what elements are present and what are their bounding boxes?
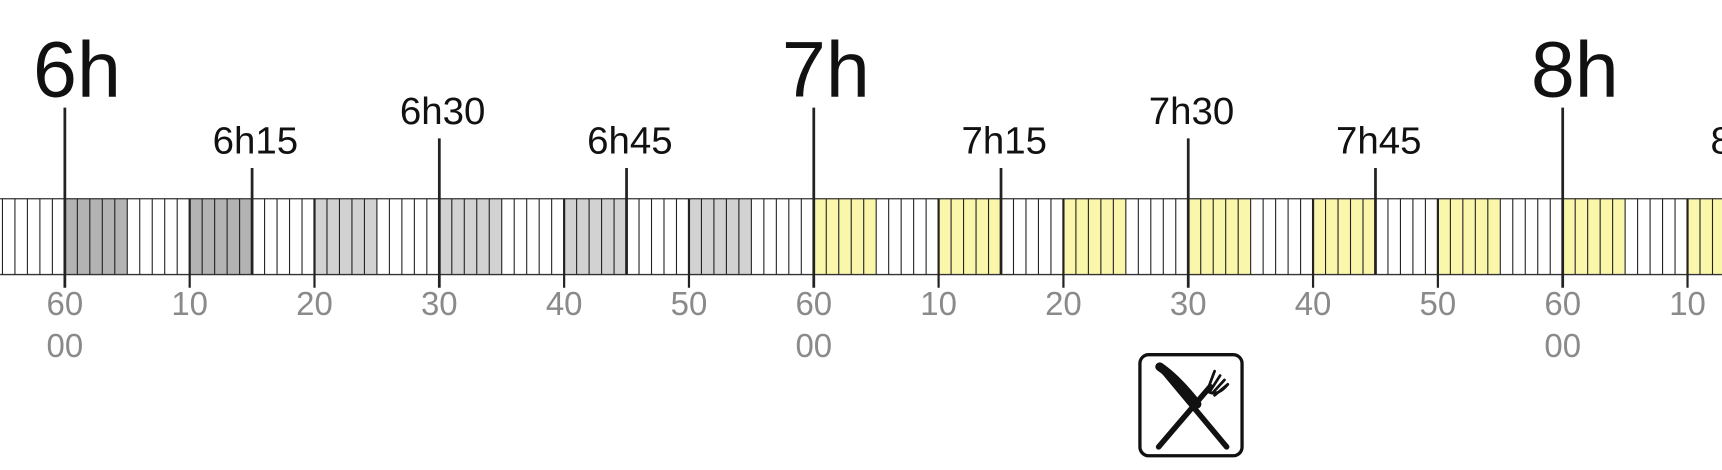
minute-label: 40 [546,285,583,322]
block [314,198,377,275]
hour-label: 6h [33,25,121,114]
block [1313,198,1376,275]
minute-label: 60 [795,285,832,322]
quarter-label: 6h30 [400,90,485,133]
block [189,198,253,275]
minute-label: 10 [171,285,208,322]
block [938,198,1002,275]
minute-label: 60 [1544,285,1581,322]
block [1562,198,1626,275]
hour-sublabel: 00 [795,327,832,364]
minute-label: 30 [1170,285,1207,322]
block [1063,198,1126,275]
minute-label: 20 [1045,285,1082,322]
block [813,198,877,275]
block [688,198,752,275]
minute-label: 50 [1420,285,1457,322]
block [439,198,502,275]
block [1437,198,1501,275]
hour-sublabel: 00 [1544,327,1581,364]
minute-label: 10 [1669,285,1706,322]
block [1687,198,1722,275]
color-blocks [64,198,1722,275]
minute-lines [0,107,1722,288]
hour-label: 8h [1531,25,1619,114]
minute-label: 20 [296,285,333,322]
block [64,198,128,275]
block [564,198,627,275]
hour-label: 7h [782,25,870,114]
quarter-label: 7h45 [1336,120,1421,163]
minute-label: 30 [421,285,458,322]
hour-sublabel: 00 [47,327,84,364]
quarter-label: 7h30 [1149,90,1234,133]
minute-label: 60 [47,285,84,322]
quarter-label: 7h15 [962,120,1047,163]
quarter-label: 8h15 [1710,120,1722,163]
labels: 6h 7h 8h 6h15 6h30 6h45 7h15 7h30 7h45 8h15 60 10 20… [33,25,1722,364]
quarter-label: 6h15 [213,120,298,163]
block [1188,198,1251,275]
minute-label: 10 [920,285,957,322]
quarter-label: 6h45 [587,120,672,163]
minute-label: 50 [671,285,708,322]
minute-label: 40 [1295,285,1332,322]
meal-icon [1138,353,1244,458]
